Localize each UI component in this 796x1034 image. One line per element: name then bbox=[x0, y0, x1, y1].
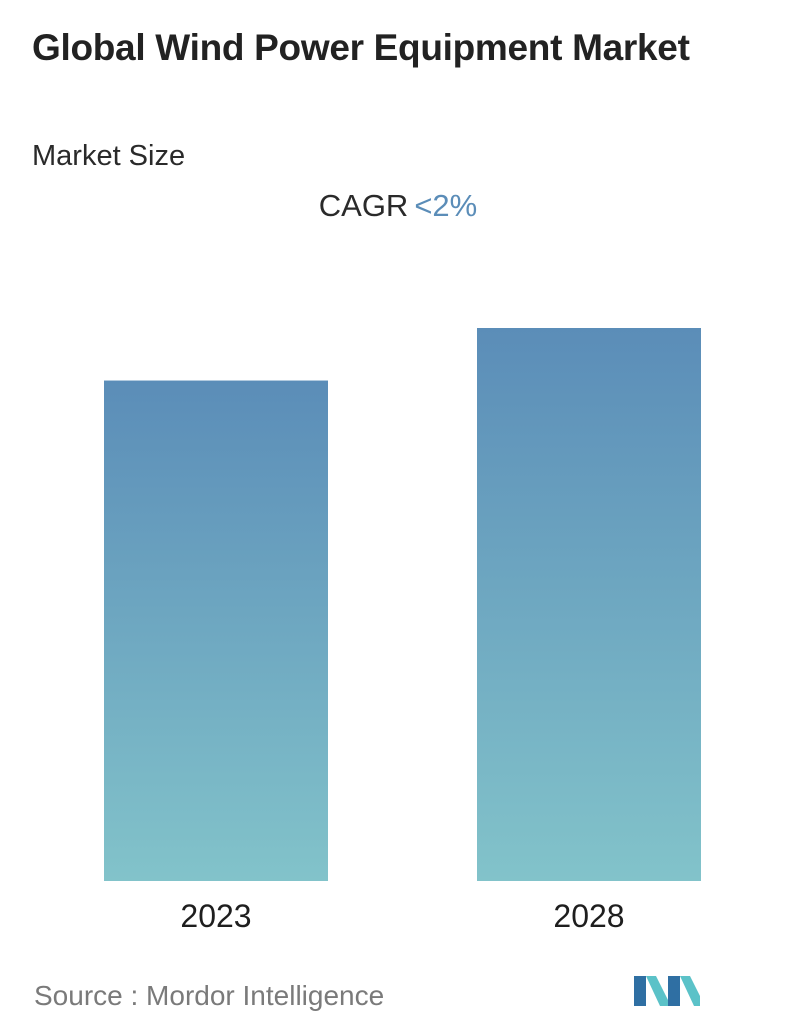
cagr-value: <2% bbox=[414, 188, 478, 223]
cagr-annotation: CAGR <2% bbox=[0, 186, 796, 226]
bar-chart: 2023 2028 bbox=[104, 328, 701, 934]
mordor-intelligence-logo-icon bbox=[634, 976, 700, 1006]
source-text: Source : Mordor Intelligence bbox=[34, 980, 385, 1011]
chart-subtitle: Market Size bbox=[32, 140, 186, 172]
cagr-label: CAGR bbox=[318, 188, 409, 223]
x-tick-label-2023: 2023 bbox=[180, 898, 251, 934]
x-tick-label-2028: 2028 bbox=[553, 898, 624, 934]
bar-2023 bbox=[104, 380, 328, 881]
bar-2028 bbox=[477, 328, 701, 881]
chart-title: Global Wind Power Equipment Market bbox=[32, 27, 690, 68]
